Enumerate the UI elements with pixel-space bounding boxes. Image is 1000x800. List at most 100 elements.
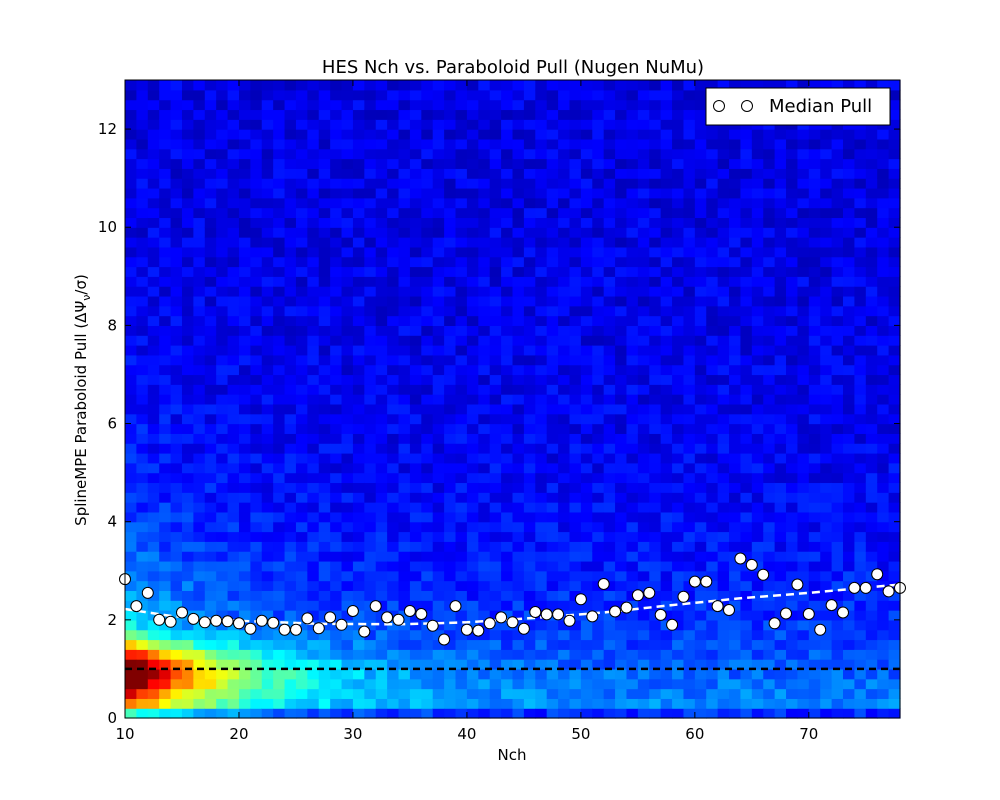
heatmap-cell [318,452,331,464]
heatmap-cell [421,492,434,503]
heatmap-cell [216,678,229,690]
heatmap-cell [466,413,479,425]
heatmap-cell [455,374,468,385]
heatmap-cell [717,580,730,591]
heatmap-cell [444,217,457,228]
median-pull-point [244,622,257,635]
heatmap-cell [865,511,878,523]
heatmap-cell [307,570,320,582]
heatmap-cell [409,276,422,287]
heatmap-cell [466,138,479,150]
median-pull-point [267,616,280,629]
heatmap-cell [763,403,776,415]
heatmap-cell [273,659,286,670]
heatmap-cell [421,678,434,690]
heatmap-cell [478,384,491,395]
heatmap-cell [854,80,867,91]
heatmap-cell [512,492,525,503]
heatmap-cell [284,629,297,641]
heatmap-cell [523,148,536,160]
heatmap-cell [649,394,662,405]
heatmap-cell [352,511,365,523]
heatmap-cell [284,266,297,277]
heatmap-cell [318,668,331,680]
heatmap-cell [421,178,434,189]
heatmap-cell [147,560,160,572]
heatmap-cell [364,276,377,287]
heatmap-cell [763,364,776,376]
heatmap-cell [352,531,365,542]
heatmap-cell [341,423,354,434]
heatmap-cell [432,148,445,160]
heatmap-cell [877,443,890,454]
heatmap-cell [466,482,479,493]
heatmap-cell [330,158,343,169]
heatmap-cell [455,708,468,719]
heatmap-cell [307,649,320,660]
heatmap-cell [786,511,799,523]
heatmap-cell [763,443,776,454]
heatmap-cell [523,590,536,601]
heatmap-cell [626,256,639,268]
heatmap-cell [603,354,616,366]
heatmap-cell [808,158,821,169]
heatmap-cell [569,168,582,179]
heatmap-cell [546,502,559,513]
heatmap-cell [717,227,730,238]
heatmap-cell [181,443,194,454]
heatmap-cell [204,423,217,434]
heatmap-cell [843,443,856,454]
heatmap-cell [261,217,274,228]
heatmap-cell [774,462,787,474]
heatmap-cell [831,639,844,650]
heatmap-cell [649,511,662,523]
heatmap-cell [409,668,422,680]
heatmap-cell [250,345,263,356]
heatmap-cell [159,187,172,199]
heatmap-cell [683,295,696,307]
heatmap-cell [295,227,308,238]
heatmap-cell [489,551,502,562]
heatmap-cell [854,482,867,493]
heatmap-cell [637,521,650,533]
median-pull-point [187,612,200,625]
heatmap-cell [535,433,548,444]
heatmap-cell [398,345,411,356]
heatmap-cell [273,246,286,258]
heatmap-cell [295,541,308,552]
heatmap-cell [603,639,616,650]
heatmap-cell [250,521,263,533]
heatmap-cell [398,452,411,464]
heatmap-cell [888,659,901,670]
heatmap-cell [466,168,479,179]
heatmap-cell [672,649,685,660]
heatmap-cell [478,295,491,307]
heatmap-cell [535,541,548,552]
heatmap-cell [204,315,217,326]
heatmap-cell [501,178,514,189]
heatmap-cell [478,168,491,179]
heatmap-cell [398,374,411,385]
heatmap-cell [774,256,787,268]
heatmap-cell [865,207,878,219]
heatmap-cell [820,138,833,150]
heatmap-cell [125,364,137,376]
heatmap-cell [478,688,491,699]
heatmap-cell [592,335,605,346]
heatmap-cell [580,276,593,287]
heatmap-cell [843,246,856,258]
heatmap-cell [238,266,251,277]
heatmap-cell [558,138,571,150]
heatmap-cell [318,158,331,169]
heatmap-cell [615,639,628,650]
heatmap-cell [466,207,479,219]
heatmap-cell [125,345,137,356]
heatmap-cell [843,374,856,385]
heatmap-cell [125,237,137,248]
heatmap-cell [615,237,628,248]
heatmap-cell [364,472,377,484]
heatmap-cell [523,502,536,513]
heatmap-cell [478,698,491,709]
heatmap-cell [364,374,377,385]
heatmap-cell [535,187,548,199]
